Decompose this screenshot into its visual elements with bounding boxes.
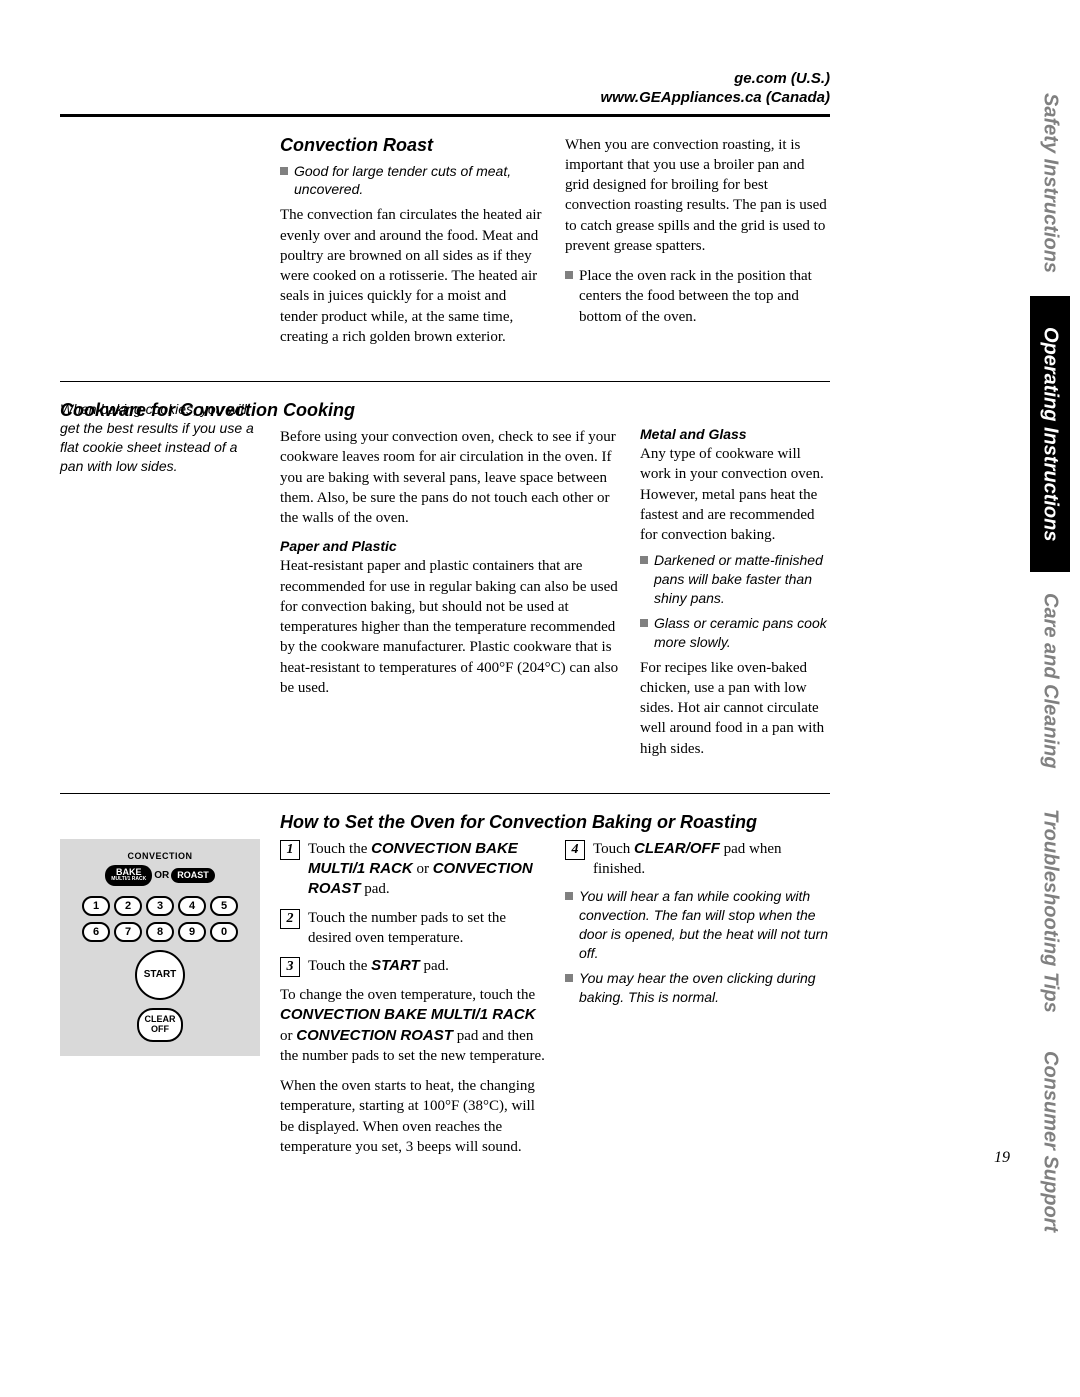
darkened-bullet: Darkened or matte-finished pans will bak… (640, 551, 830, 608)
num-9: 9 (178, 922, 206, 942)
num-2: 2 (114, 896, 142, 916)
cookware-intro: Before using your convection oven, check… (280, 427, 620, 528)
step-num-4: 4 (565, 840, 585, 860)
change-temp-body: To change the oven temperature, touch th… (280, 985, 545, 1066)
side-tabs: Safety Instructions Operating Instructio… (1030, 70, 1070, 1250)
bullet-square-icon (565, 271, 573, 279)
header-url: ge.com (U.S.) www.GEAppliances.ca (Canad… (60, 70, 830, 108)
bullet-square-icon (565, 974, 573, 982)
num-0: 0 (210, 922, 238, 942)
roast-note: Good for large tender cuts of meat, unco… (280, 162, 545, 200)
step-2: 2 Touch the number pads to set the desir… (280, 908, 545, 949)
tab-support[interactable]: Consumer Support (1030, 1033, 1070, 1250)
rule-1 (60, 381, 830, 382)
url-us: ge.com (U.S.) (734, 70, 830, 87)
step-num-3: 3 (280, 957, 300, 977)
top-rule (60, 114, 830, 117)
howto-title: How to Set the Oven for Convection Bakin… (280, 812, 830, 833)
bullet-square-icon (640, 556, 648, 564)
cookware-title: Cookware for Convection Cooking (60, 400, 620, 421)
paper-plastic-body: Heat-resistant paper and plastic contain… (280, 556, 620, 698)
num-7: 7 (114, 922, 142, 942)
url-ca: www.GEAppliances.ca (Canada) (600, 89, 830, 106)
chicken-body: For recipes like oven-baked chicken, use… (640, 658, 830, 759)
click-note: You may hear the oven clicking during ba… (565, 969, 830, 1007)
roast-body: The convection fan circulates the heated… (280, 205, 545, 347)
paper-plastic-title: Paper and Plastic (280, 538, 620, 554)
num-3: 3 (146, 896, 174, 916)
step-num-1: 1 (280, 840, 300, 860)
tab-troubleshooting[interactable]: Troubleshooting Tips (1030, 790, 1070, 1033)
step-1: 1 Touch the CONVECTION BAKE MULTI/1 RACK… (280, 839, 545, 900)
num-5: 5 (210, 896, 238, 916)
roast-bullet: Place the oven rack in the position that… (565, 266, 830, 327)
num-1: 1 (82, 896, 110, 916)
metal-glass-body: Any type of cookware will work in your c… (640, 444, 830, 545)
tab-safety[interactable]: Safety Instructions (1030, 70, 1070, 296)
step-3: 3 Touch the START pad. (280, 956, 545, 977)
bullet-square-icon (640, 619, 648, 627)
page-number: 19 (994, 1149, 1010, 1167)
rule-2 (60, 793, 830, 794)
heat-display-body: When the oven starts to heat, the changi… (280, 1076, 545, 1157)
metal-glass-title: Metal and Glass (640, 426, 830, 442)
step-4: 4 Touch CLEAR/OFF pad when finished. (565, 839, 830, 880)
num-4: 4 (178, 896, 206, 916)
start-button: START (135, 950, 185, 1000)
roast-body2: When you are convection roasting, it is … (565, 135, 830, 257)
num-8: 8 (146, 922, 174, 942)
control-panel-diagram: CONVECTION BAKEMULTI/1 RACK OR ROAST 1 2… (60, 839, 260, 1056)
convection-roast-title: Convection Roast (280, 135, 545, 156)
fan-note: You will hear a fan while cooking with c… (565, 887, 830, 963)
step-num-2: 2 (280, 909, 300, 929)
num-6: 6 (82, 922, 110, 942)
bake-mode-button: BAKEMULTI/1 RACK (105, 865, 152, 886)
roast-mode-button: ROAST (171, 868, 215, 883)
clear-off-button: CLEAR OFF (137, 1008, 183, 1042)
bullet-square-icon (280, 167, 288, 175)
or-label: OR (154, 870, 169, 881)
bullet-square-icon (565, 892, 573, 900)
glass-bullet: Glass or ceramic pans cook more slowly. (640, 614, 830, 652)
tab-care[interactable]: Care and Cleaning (1030, 572, 1070, 789)
panel-convection-label: CONVECTION (68, 851, 252, 861)
tab-operating[interactable]: Operating Instructions (1030, 296, 1070, 572)
